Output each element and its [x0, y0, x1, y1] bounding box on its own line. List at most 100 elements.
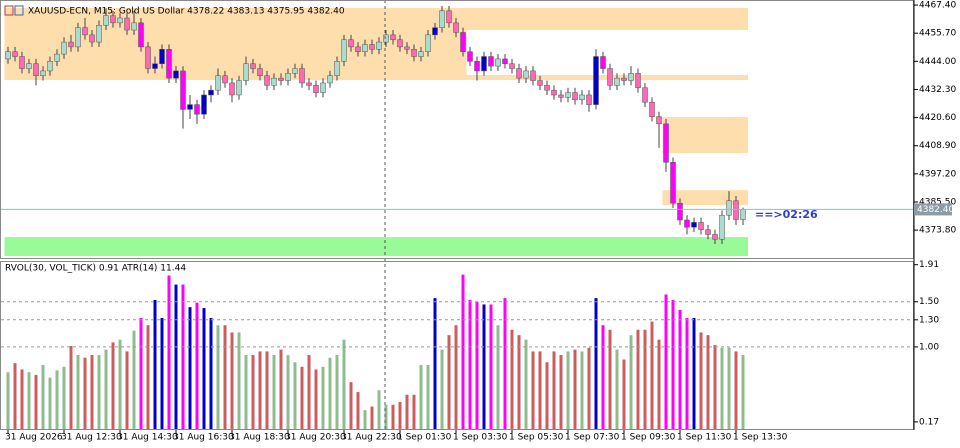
candle-body [579, 94, 585, 101]
volume-bar [468, 299, 472, 430]
candle-body [236, 80, 242, 96]
candle-body [369, 44, 375, 50]
candle-body [460, 32, 466, 52]
candle-body [12, 51, 18, 57]
volume-bar [664, 294, 668, 430]
candle-body [530, 70, 536, 81]
volume-bar [328, 357, 332, 430]
volume-bar [629, 335, 633, 430]
candle-body [54, 53, 60, 62]
volume-bar [643, 329, 647, 430]
volume-bar [517, 335, 521, 430]
volume-bar [34, 374, 38, 430]
candle-body [628, 73, 634, 81]
candle-body [509, 63, 515, 69]
volume-bar [41, 364, 45, 430]
x-tick-label: 1 Sep 03:30 [453, 433, 508, 443]
candle-body [425, 34, 431, 52]
x-tick-label: 31 Aug 18:30 [229, 433, 290, 443]
volume-bar [349, 382, 353, 430]
candle-body [705, 229, 711, 235]
volume-bar [97, 355, 101, 430]
candle-body [194, 104, 200, 115]
x-tick-label: 1 Sep 13:30 [733, 433, 788, 443]
volume-bar [524, 339, 528, 430]
volume-bar [363, 410, 367, 430]
y-tick-label: 4385.50 [919, 197, 956, 207]
candle-body [180, 70, 186, 110]
volume-bar [160, 318, 164, 430]
candle-body [397, 39, 403, 48]
candle-body [726, 200, 732, 216]
candle-body [740, 209, 746, 220]
volume-bar [412, 394, 416, 430]
candle-body [572, 92, 578, 101]
volume-bar [559, 355, 563, 430]
candle-body [684, 219, 690, 228]
candle-body [691, 222, 697, 228]
candle-body [488, 56, 494, 67]
candle-body [355, 46, 361, 52]
volume-bar [531, 351, 535, 430]
candle-body [670, 162, 676, 204]
volume-bar [251, 355, 255, 430]
candle-body [327, 75, 333, 84]
volume-bar [237, 332, 241, 430]
volume-bar [307, 355, 311, 430]
volume-bar [433, 298, 437, 430]
volume-bar [132, 330, 136, 430]
volume-bar [475, 301, 479, 430]
volume-bar [69, 346, 73, 430]
candle-body [320, 82, 326, 93]
candle-body [103, 15, 109, 26]
volume-bar [125, 351, 129, 430]
volume-bar [174, 284, 178, 430]
candle-body [481, 56, 487, 72]
volume-bar [622, 359, 626, 430]
volume-bar [566, 351, 570, 430]
x-tick-label: 1 Sep 11:30 [677, 433, 732, 443]
y-tick-label: 4467.40 [919, 1, 956, 11]
volume-bar [90, 355, 94, 430]
volume-bar [636, 329, 640, 430]
candle-body [61, 41, 67, 55]
candle-body [712, 234, 718, 240]
candle-body [208, 89, 214, 96]
volume-bar [720, 347, 724, 430]
volume-bar [356, 392, 360, 430]
volume-bar [153, 299, 157, 430]
volume-bar [510, 329, 514, 430]
candle-body [516, 68, 522, 79]
candle-body [152, 63, 158, 69]
candle-body [600, 56, 606, 69]
x-tick-label: 1 Sep 01:30 [397, 433, 452, 443]
candle-body [222, 75, 228, 84]
volume-bar [706, 335, 710, 430]
candle-body [621, 77, 627, 81]
y-tick-label: 1.00 [919, 342, 939, 352]
countdown: ==>02:26 [755, 208, 818, 221]
y-tick-label: 1.91 [919, 260, 939, 270]
volume-bar [461, 274, 465, 430]
candle-body [82, 27, 88, 36]
volume-bar [188, 307, 192, 430]
x-tick-label: 31 Aug 16:30 [173, 433, 234, 443]
volume-bar [454, 325, 458, 430]
volume-bar [440, 349, 444, 430]
volume-bar [496, 325, 500, 430]
volume-bar [279, 349, 283, 430]
candle-body [467, 51, 473, 62]
y-tick-label: 4373.80 [919, 226, 956, 236]
candle-body [257, 68, 263, 76]
volume-bar [727, 347, 731, 430]
zone [4, 237, 748, 257]
indicator-title: RVOL(30, VOL_TICK) 0.91 ATR(14) 11.44 [5, 264, 186, 274]
x-tick-label: 1 Sep 07:30 [565, 433, 620, 443]
volume-bar [447, 335, 451, 430]
candle-body [131, 22, 137, 31]
candle-body [285, 73, 291, 81]
candle-body [215, 75, 221, 91]
volume-bar [671, 299, 675, 430]
candle-body [75, 27, 81, 48]
